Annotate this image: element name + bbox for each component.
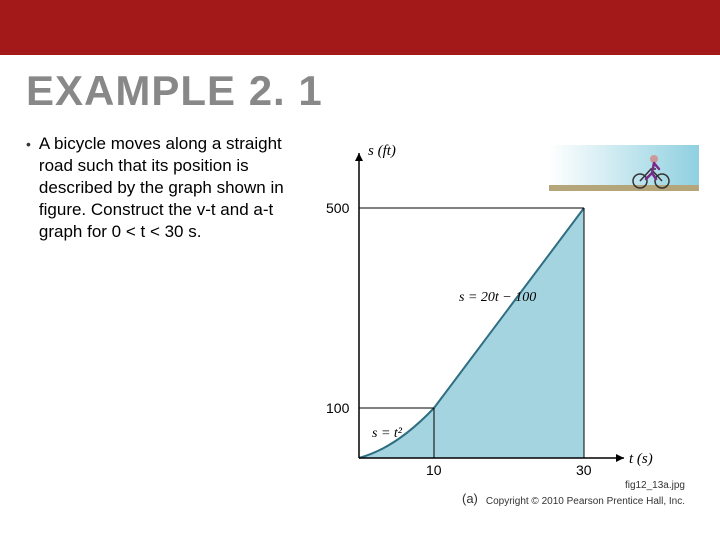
content-row: • A bicycle moves along a straight road … (0, 115, 720, 513)
xtick-10: 10 (426, 462, 442, 478)
bullet-block: • A bicycle moves along a straight road … (26, 133, 296, 243)
eq-parabola: s = t² (372, 426, 403, 441)
header-bar (0, 0, 720, 55)
figure-copyright: Copyright © 2010 Pearson Prentice Hall, … (486, 496, 685, 507)
subfig-label: (a) (462, 491, 478, 506)
ytick-100: 100 (326, 400, 350, 416)
ytick-500: 500 (326, 200, 350, 216)
figure: s (ft) t (s) 500 100 10 30 s = t² s = 20… (304, 123, 699, 513)
sky-illustration (549, 145, 699, 190)
curve-fill (359, 208, 584, 458)
figure-caption: fig12_13a.jpg (625, 480, 685, 491)
bullet-marker: • (26, 133, 31, 155)
eq-line: s = 20t − 100 (459, 290, 536, 305)
x-axis-label: t (s) (629, 451, 653, 467)
problem-text: A bicycle moves along a straight road su… (39, 133, 296, 243)
x-axis-arrow (616, 454, 624, 462)
y-axis-arrow (355, 153, 363, 161)
ground-illustration (549, 185, 699, 191)
y-axis-label: s (ft) (368, 143, 396, 159)
xtick-30: 30 (576, 462, 592, 478)
position-graph: s (ft) t (s) 500 100 10 30 s = t² s = 20… (304, 123, 699, 513)
slide-title: EXAMPLE 2. 1 (0, 55, 720, 115)
